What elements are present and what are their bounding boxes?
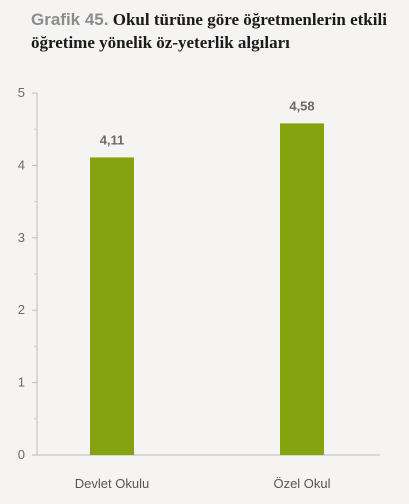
y-tick-label: 4 [18,157,25,172]
category-label: Devlet Okulu [75,476,149,491]
y-tick-label: 2 [18,302,25,317]
data-label: 4,11 [100,132,125,147]
chart-title: Grafik 45. Okul türüne göre öğretmenleri… [31,8,391,54]
y-axis: 0 1 2 3 4 5 [18,85,380,462]
y-tick-label: 3 [18,230,25,245]
data-label: 4,58 [289,98,314,113]
category-label: Özel Okul [273,476,330,491]
bar [280,123,324,456]
bar [90,157,134,455]
chart-title-prefix: Grafik 45. [31,10,109,29]
y-tick-label: 5 [18,85,25,100]
y-tick-label: 1 [18,375,25,390]
y-tick-label: 0 [18,447,25,462]
bars [90,123,324,456]
labels: 4,11 Devlet Okulu 4,58 Özel Okul [75,98,331,491]
chart-title-text: Okul türüne göre öğretmenlerin etkili öğ… [31,10,387,52]
